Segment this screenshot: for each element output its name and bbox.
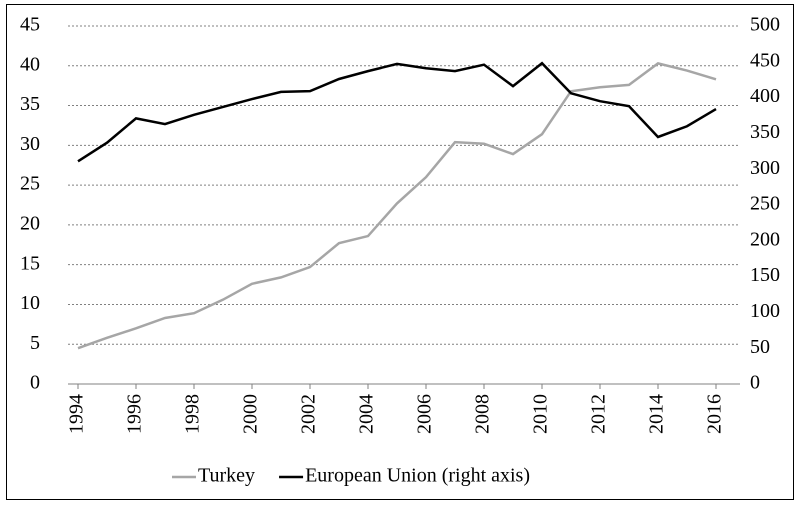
- y2-tick-label: 450: [750, 49, 780, 71]
- series-line: [77, 62, 717, 350]
- y-tick-label: 10: [20, 292, 40, 314]
- x-tick-label: 1996: [124, 394, 146, 434]
- y-tick-label: 15: [20, 252, 40, 274]
- y2-tick-label: 0: [750, 372, 760, 394]
- y2-tick-label: 150: [750, 264, 780, 286]
- x-tick-label: 2000: [240, 394, 262, 434]
- x-tick-label: 2006: [414, 394, 436, 434]
- y-tick-label: 20: [20, 212, 40, 234]
- legend-label: Turkey: [198, 465, 255, 487]
- x-tick-label: 1998: [182, 394, 204, 434]
- y-tick-label: 30: [20, 133, 40, 155]
- frame: [6, 4, 794, 500]
- series-line: [77, 61, 717, 163]
- y2-tick-label: 300: [750, 157, 780, 179]
- y-tick-label: 35: [20, 93, 40, 115]
- x-tick-label: 2010: [530, 394, 552, 434]
- x-tick-label: 2004: [356, 394, 378, 434]
- y2-tick-label: 200: [750, 228, 780, 250]
- x-tick-label: 2012: [588, 394, 610, 434]
- y2-tick-label: 400: [750, 85, 780, 107]
- x-tick-label: 2008: [472, 394, 494, 434]
- y-tick-label: 5: [30, 332, 40, 354]
- legend-label: European Union (right axis): [305, 465, 530, 487]
- y-tick-label: 25: [20, 173, 40, 195]
- x-tick-label: 2002: [298, 394, 320, 434]
- y-tick-label: 40: [20, 53, 40, 75]
- x-tick-label: 2016: [704, 394, 726, 434]
- x-tick-label: 2014: [646, 394, 668, 434]
- y2-tick-label: 350: [750, 121, 780, 143]
- x-tick-label: 1994: [66, 394, 88, 434]
- y2-tick-label: 500: [750, 14, 780, 36]
- y2-tick-label: 100: [750, 300, 780, 322]
- y2-tick-label: 250: [750, 193, 780, 215]
- y-tick-label: 0: [30, 372, 40, 394]
- y-tick-label: 45: [20, 14, 40, 36]
- y2-tick-label: 50: [750, 336, 770, 358]
